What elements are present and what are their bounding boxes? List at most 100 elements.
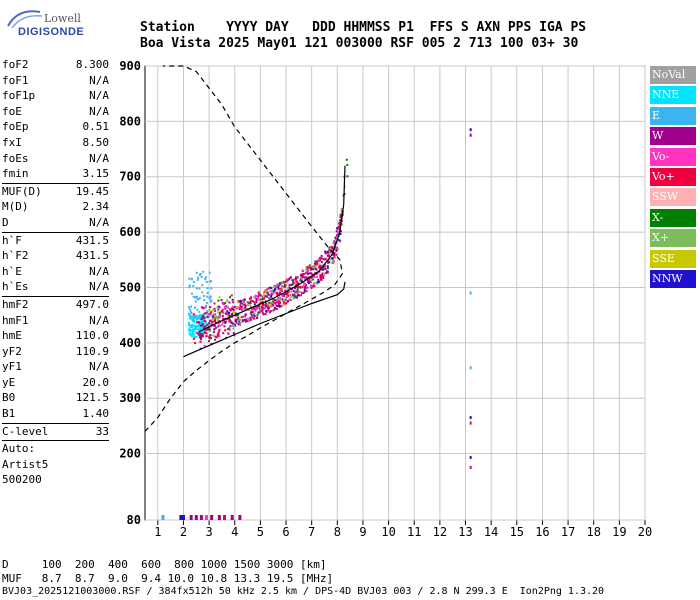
echo-point: [310, 279, 313, 282]
echo-point: [205, 335, 208, 338]
echo-point: [337, 238, 340, 241]
param-label: foEp: [2, 120, 29, 134]
echo-point: [286, 287, 289, 290]
echo-point: [187, 306, 190, 309]
echo-point: [324, 264, 327, 267]
echo-point: [287, 278, 290, 281]
echo-point: [194, 342, 197, 345]
echo-point: [207, 312, 210, 315]
echo-point: [266, 288, 269, 291]
echo-point: [302, 281, 305, 284]
echo-point: [305, 286, 308, 289]
echo-point: [302, 273, 305, 276]
legend-entry: W: [650, 127, 696, 146]
echo-point: [258, 311, 261, 314]
echo-point: [239, 323, 242, 326]
param-value: 1.40: [82, 407, 110, 421]
param-row: yE 20.0: [2, 375, 109, 391]
param-label: B1: [2, 407, 16, 421]
echo-point: [231, 311, 234, 314]
echo-point: [261, 309, 264, 312]
echo-point: [330, 248, 333, 251]
echo-point: [222, 308, 225, 311]
echo-point: [309, 266, 312, 269]
echo-point: [264, 295, 267, 298]
echo-point: [253, 312, 256, 315]
echo-point: [201, 291, 204, 294]
isolated-echo-point: [469, 465, 472, 469]
echo-point: [306, 270, 309, 273]
echo-point: [189, 330, 192, 333]
echo-point: [202, 270, 205, 273]
echo-point: [272, 292, 275, 295]
echo-point: [221, 314, 224, 317]
echo-point: [192, 330, 195, 333]
echo-point: [213, 327, 216, 330]
echo-point: [232, 325, 235, 328]
echo-point: [260, 299, 263, 302]
echo-point: [202, 325, 205, 328]
echo-point: [229, 296, 232, 299]
bottom-echo-mark: [179, 515, 183, 520]
echo-point: [263, 291, 266, 294]
param-row: hmE 110.0: [2, 328, 109, 344]
echo-point: [276, 293, 279, 296]
echo-point: [187, 324, 190, 327]
echo-point: [189, 317, 192, 320]
echo-point: [211, 309, 214, 312]
echo-point: [188, 314, 191, 317]
echo-point: [188, 327, 191, 330]
echo-point: [231, 298, 234, 301]
echo-point: [270, 293, 273, 296]
echo-point: [279, 283, 282, 286]
echo-point: [255, 307, 258, 310]
param-row: B1 1.40: [2, 406, 109, 422]
parameter-panel: foF2 8.300 foF1 N/A foF1p N/A foE N/A foEp 0.51 fx…: [2, 57, 109, 488]
echo-point: [283, 299, 286, 302]
bottom-echo-mark: [210, 515, 214, 520]
echo-point: [222, 332, 225, 335]
echo-point: [291, 279, 294, 282]
echo-point: [280, 282, 283, 285]
echo-point: [246, 301, 249, 304]
param-row: fxI 8.50: [2, 135, 109, 151]
echo-point: [300, 274, 303, 277]
echo-point: [257, 291, 260, 294]
echo-point: [208, 297, 211, 300]
echo-point: [228, 320, 231, 323]
echo-point: [312, 274, 315, 277]
echo-point: [239, 300, 242, 303]
echo-point: [205, 321, 208, 324]
echo-point: [248, 319, 251, 322]
echo-point: [279, 298, 282, 301]
echo-point: [239, 321, 242, 324]
echo-point: [241, 302, 244, 305]
echo-point: [208, 324, 211, 327]
echo-point: [228, 328, 231, 331]
echo-point: [189, 314, 192, 317]
param-label: foF1p: [2, 89, 36, 103]
echo-point: [214, 309, 217, 312]
param-value: 8.300: [75, 58, 109, 71]
echo-point: [318, 263, 321, 266]
echo-point: [217, 316, 220, 319]
echo-point: [202, 307, 205, 310]
echo-point: [193, 321, 196, 324]
echo-point: [224, 302, 227, 305]
echo-point: [195, 287, 198, 290]
echo-point: [308, 279, 311, 282]
echo-point: [281, 298, 284, 301]
echo-point: [227, 306, 230, 309]
param-value: N/A: [89, 104, 109, 118]
echo-point: [211, 318, 214, 321]
x-tick-label: 17: [561, 525, 575, 539]
echo-point: [332, 242, 335, 245]
echo-point: [285, 296, 288, 299]
echo-point: [261, 303, 264, 306]
echo-point: [222, 302, 225, 305]
echo-point: [243, 298, 246, 301]
echo-point: [340, 230, 343, 233]
param-row: h`E N/A: [2, 264, 109, 280]
echo-point: [333, 240, 336, 243]
echo-point: [198, 333, 201, 336]
